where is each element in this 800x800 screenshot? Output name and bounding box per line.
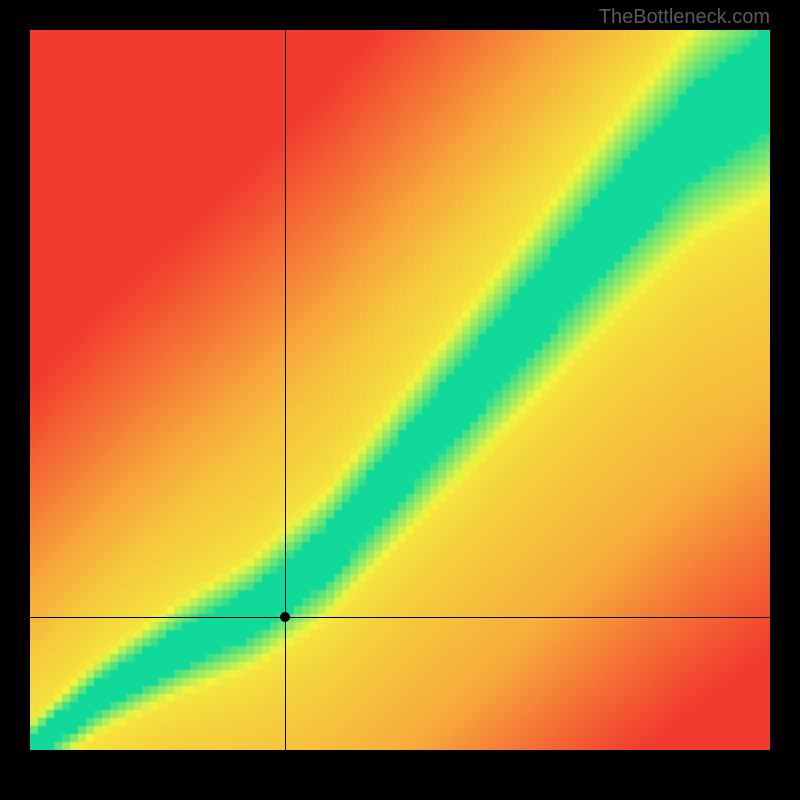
chart-frame: TheBottleneck.com — [0, 0, 800, 800]
heatmap-canvas — [30, 30, 770, 750]
plot-area — [30, 30, 770, 750]
watermark-text: TheBottleneck.com — [599, 6, 770, 29]
